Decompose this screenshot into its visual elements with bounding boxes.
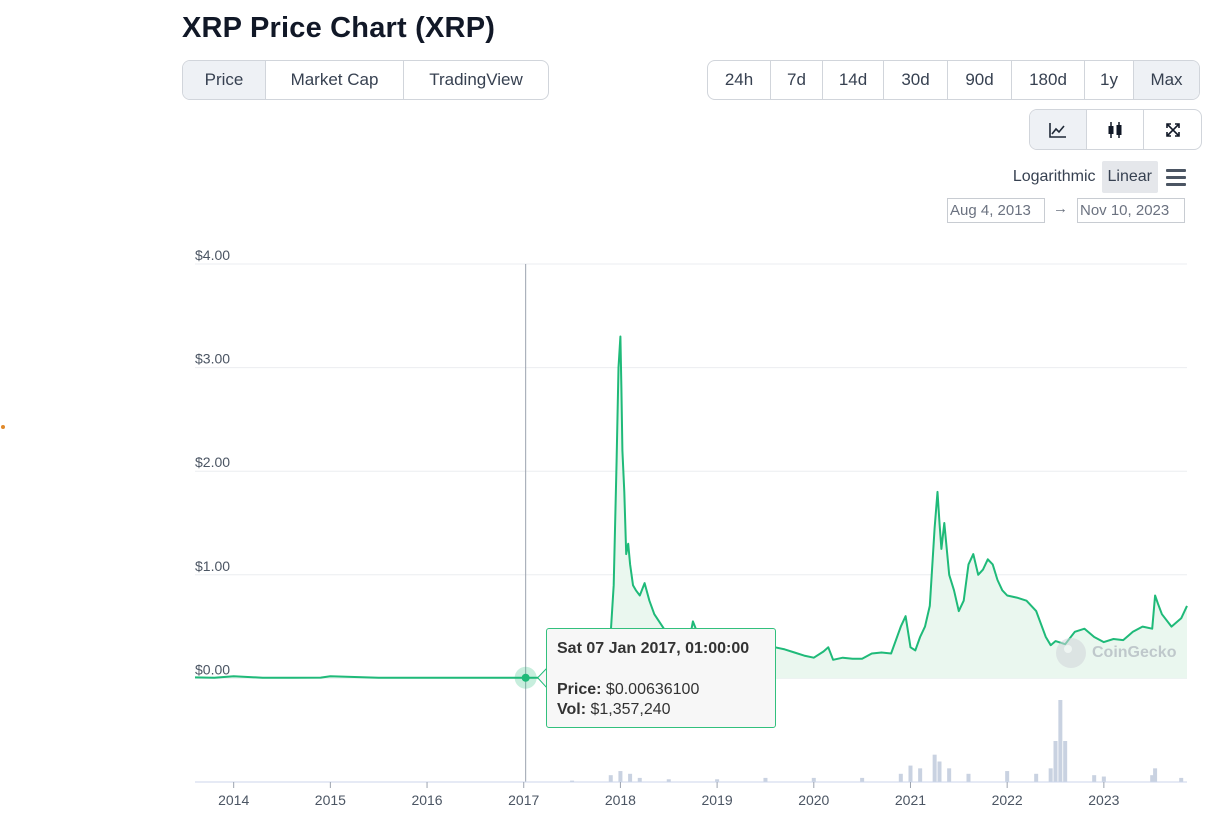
volume-bar bbox=[618, 771, 623, 782]
y-tick-label: $0.00 bbox=[195, 661, 230, 677]
x-tick-label: 2023 bbox=[1088, 792, 1119, 808]
tooltip-price-label: Price: bbox=[557, 681, 602, 698]
y-tick-label: $2.00 bbox=[195, 454, 230, 470]
range-90d-button[interactable]: 90d bbox=[948, 61, 1012, 99]
hover-point bbox=[521, 673, 530, 682]
x-axis-ticks: 2014 2015 2016 2017 2018 2019 2020 2021 2022 2023 bbox=[218, 782, 1120, 808]
volume-bar bbox=[628, 773, 633, 782]
volume-bar bbox=[937, 761, 942, 782]
volume-bar bbox=[1179, 777, 1184, 782]
coingecko-watermark: CoinGecko bbox=[1056, 638, 1176, 668]
volume-bar bbox=[1058, 700, 1063, 782]
volume-bar bbox=[1092, 775, 1097, 782]
volume-bar bbox=[608, 775, 613, 782]
scale-toggle: Logarithmic Linear bbox=[1007, 161, 1186, 193]
tooltip-vol-label: Vol: bbox=[557, 701, 587, 718]
x-tick-label: 2015 bbox=[315, 792, 346, 808]
tab-price[interactable]: Price bbox=[183, 61, 266, 99]
line-chart-button[interactable] bbox=[1030, 110, 1087, 149]
x-tick-label: 2018 bbox=[605, 792, 636, 808]
volume-bar bbox=[570, 780, 575, 782]
volume-bar bbox=[966, 773, 971, 782]
fullscreen-button[interactable] bbox=[1144, 110, 1201, 149]
volume-bar bbox=[1048, 768, 1053, 782]
volume-bar bbox=[1153, 768, 1158, 782]
hamburger-menu-icon[interactable] bbox=[1166, 168, 1186, 186]
volume-bar bbox=[860, 777, 865, 782]
range-max-button[interactable]: Max bbox=[1134, 61, 1199, 99]
volume-bars bbox=[570, 700, 1184, 782]
tooltip-vol-value: $1,357,240 bbox=[590, 701, 671, 718]
range-30d-button[interactable]: 30d bbox=[884, 61, 948, 99]
tab-market-cap[interactable]: Market Cap bbox=[266, 61, 404, 99]
range-tabs: 24h 7d 14d 30d 90d 180d 1y Max bbox=[707, 60, 1200, 100]
y-tick-label: $3.00 bbox=[195, 351, 230, 367]
x-tick-label: 2020 bbox=[798, 792, 829, 808]
watermark-text: CoinGecko bbox=[1092, 644, 1177, 661]
edge-marker-dot bbox=[1, 425, 5, 429]
volume-bar bbox=[715, 779, 720, 782]
x-tick-label: 2017 bbox=[508, 792, 539, 808]
y-tick-label: $1.00 bbox=[195, 558, 230, 574]
volume-bar bbox=[898, 773, 903, 782]
volume-bar bbox=[918, 768, 923, 782]
volume-bar bbox=[1101, 776, 1106, 782]
range-24h-button[interactable]: 24h bbox=[708, 61, 771, 99]
range-180d-button[interactable]: 180d bbox=[1012, 61, 1085, 99]
volume-bar bbox=[1005, 771, 1010, 782]
volume-bar bbox=[1063, 741, 1068, 782]
date-from-input[interactable] bbox=[947, 198, 1045, 223]
coingecko-logo-icon bbox=[1056, 638, 1086, 668]
volume-bar bbox=[947, 768, 952, 782]
volume-bar bbox=[1053, 741, 1058, 782]
range-7d-button[interactable]: 7d bbox=[771, 61, 823, 99]
tab-tradingview[interactable]: TradingView bbox=[429, 70, 523, 89]
x-tick-label: 2021 bbox=[895, 792, 926, 808]
logarithmic-option[interactable]: Logarithmic bbox=[1012, 168, 1096, 185]
view-tabs: Price Market Cap TradingView bbox=[182, 60, 549, 100]
price-area-fill bbox=[195, 336, 1187, 679]
range-14d-button[interactable]: 14d bbox=[823, 61, 884, 99]
chart-type-tabs bbox=[1029, 109, 1202, 150]
tooltip-price-value: $0.00636100 bbox=[605, 681, 700, 698]
x-tick-label: 2016 bbox=[411, 792, 442, 808]
volume-bar bbox=[1034, 773, 1039, 782]
tooltip-date: Sat 07 Jan 2017, 01:00:00 bbox=[557, 640, 750, 657]
y-axis-ticks: $0.00 $1.00 $2.00 $3.00 $4.00 bbox=[195, 247, 230, 677]
x-tick-label: 2019 bbox=[702, 792, 733, 808]
candlestick-button[interactable] bbox=[1087, 110, 1144, 149]
volume-bar bbox=[666, 779, 671, 782]
volume-bar bbox=[763, 777, 768, 782]
x-tick-label: 2014 bbox=[218, 792, 249, 808]
linear-option[interactable]: Linear bbox=[1101, 161, 1158, 193]
volume-bar bbox=[932, 754, 937, 782]
range-1y-button[interactable]: 1y bbox=[1085, 61, 1134, 99]
grid-lines bbox=[195, 263, 1187, 679]
x-tick-label: 2022 bbox=[992, 792, 1023, 808]
volume-bar bbox=[908, 765, 913, 782]
price-tooltip: Sat 07 Jan 2017, 01:00:00 Price: $0.0063… bbox=[546, 628, 776, 728]
candlestick-icon bbox=[1108, 121, 1122, 138]
date-to-input[interactable] bbox=[1077, 198, 1185, 223]
line-chart-icon bbox=[1049, 122, 1066, 138]
y-tick-label: $4.00 bbox=[195, 247, 230, 263]
volume-bar bbox=[811, 777, 816, 782]
volume-bar bbox=[637, 777, 642, 782]
fullscreen-icon bbox=[1165, 122, 1180, 137]
volume-bar bbox=[1150, 775, 1155, 782]
page-title: XRP Price Chart (XRP) bbox=[182, 12, 496, 44]
date-arrow-icon: → bbox=[1053, 200, 1068, 217]
